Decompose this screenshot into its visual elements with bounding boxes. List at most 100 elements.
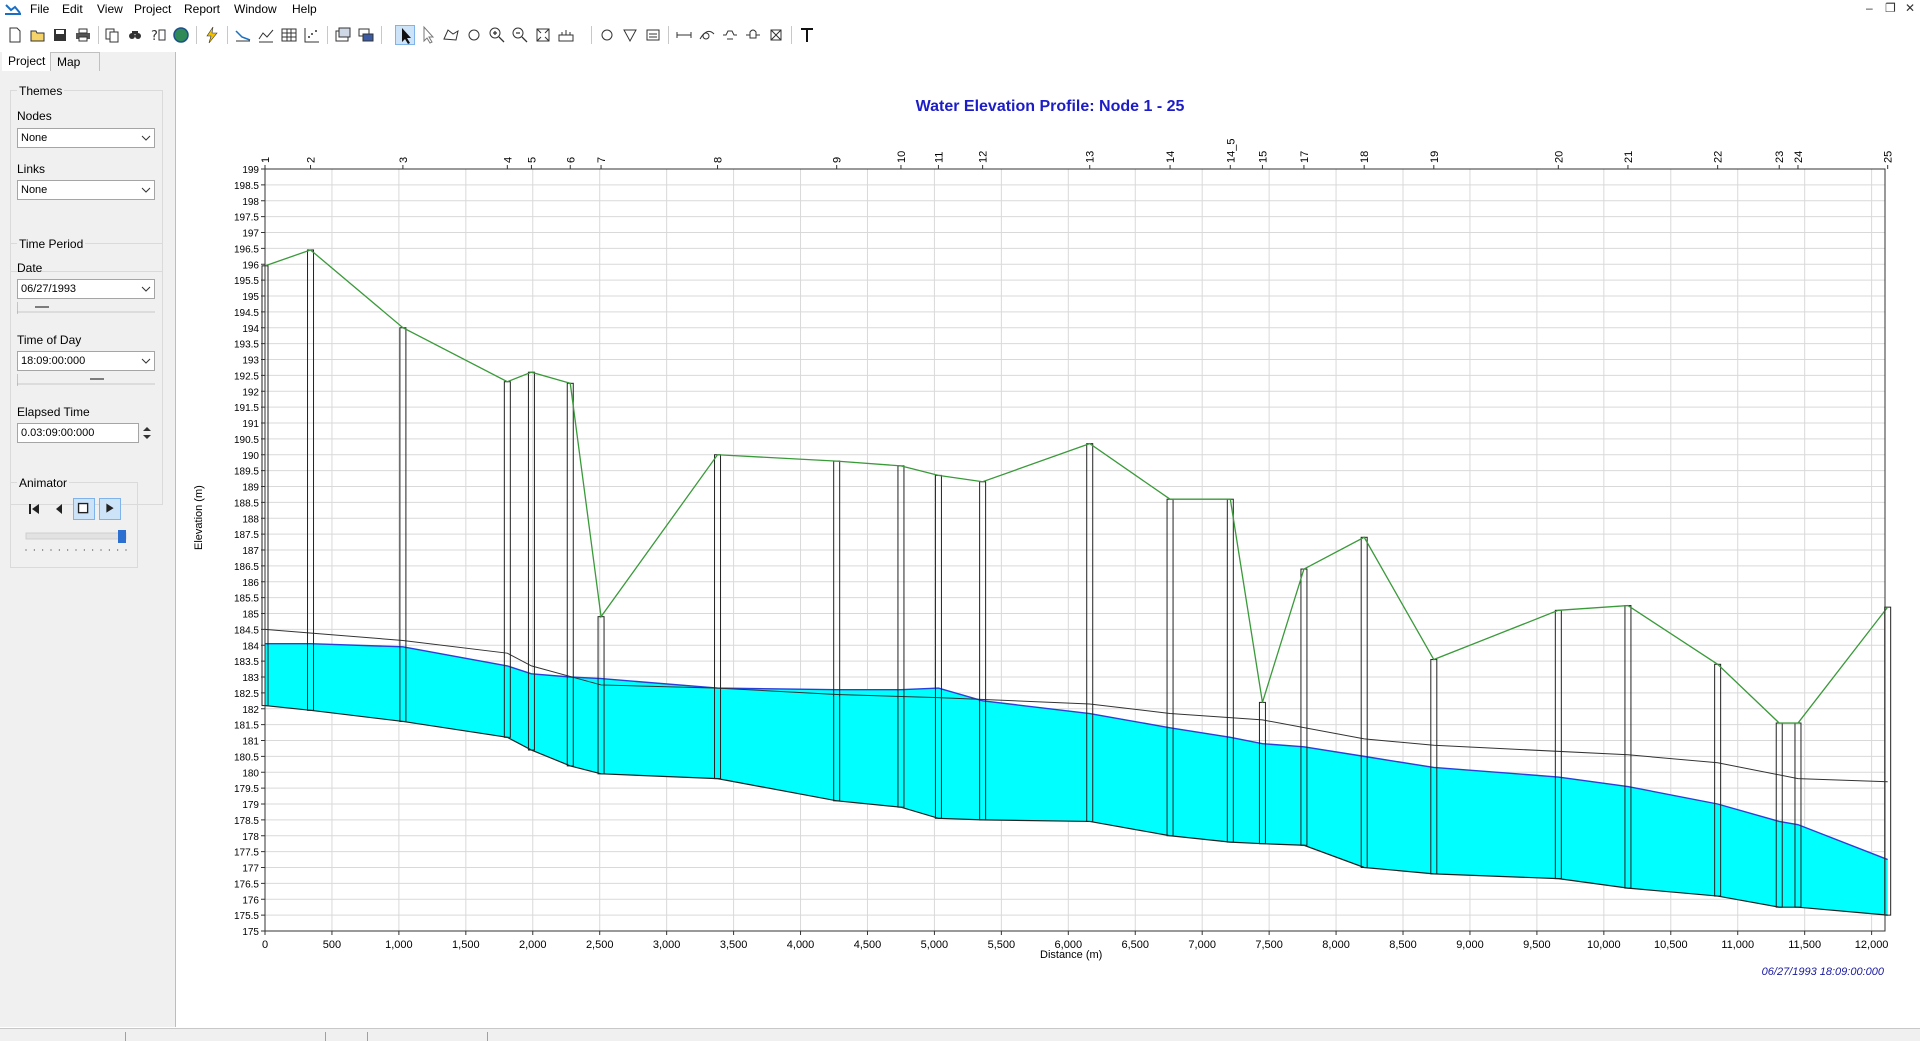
options-icon[interactable]: [333, 25, 353, 45]
node-circle-icon[interactable]: [597, 25, 617, 45]
water-surface-line: [265, 642, 1888, 861]
table-icon[interactable]: [279, 25, 299, 45]
node-label: 24: [1793, 151, 1805, 163]
slider-thumb[interactable]: [118, 530, 126, 543]
menu-help[interactable]: Help: [292, 2, 317, 16]
find-icon[interactable]: [125, 25, 145, 45]
menu-project[interactable]: Project: [134, 2, 172, 16]
y-tick-label: 196.5: [234, 244, 259, 255]
svg-text:?: ?: [151, 29, 158, 44]
nodes-theme-select[interactable]: None: [17, 128, 155, 148]
y-tick-label: 195.5: [234, 276, 259, 287]
time-of-day-select[interactable]: 18:09:00:000: [17, 351, 155, 371]
elapsed-time-field[interactable]: 0.03:09:00:000: [17, 423, 139, 443]
y-tick-label: 197.5: [234, 213, 259, 224]
x-tick-label: 5,000: [921, 939, 949, 951]
x-tick-label: 9,000: [1456, 939, 1484, 951]
save-icon[interactable]: [50, 25, 70, 45]
link-weir-icon[interactable]: [720, 25, 740, 45]
time-of-day-slider[interactable]: [17, 374, 155, 386]
close-icon[interactable]: ✕: [1905, 1, 1916, 15]
minimize-icon[interactable]: –: [1866, 1, 1873, 15]
x-tick-label: 2,000: [519, 939, 547, 951]
stop-button[interactable]: [73, 498, 95, 520]
date-slider[interactable]: [17, 302, 155, 314]
print-icon[interactable]: [73, 25, 93, 45]
time-series-icon[interactable]: [256, 25, 276, 45]
run-icon[interactable]: [202, 25, 222, 45]
pan-icon[interactable]: [464, 25, 484, 45]
play-button[interactable]: [99, 498, 121, 520]
zoom-in-icon[interactable]: [487, 25, 507, 45]
link-line-icon[interactable]: [674, 25, 694, 45]
browser-panel: Project Map Themes Nodes None Links None…: [0, 52, 176, 1027]
node-label: 6: [565, 157, 577, 163]
measure-icon[interactable]: [556, 25, 576, 45]
x-tick-label: 6,500: [1121, 939, 1149, 951]
new-icon[interactable]: [5, 25, 25, 45]
node-label: 3: [398, 157, 410, 163]
node-label: 1: [260, 157, 272, 163]
node-label: 15: [1257, 151, 1269, 163]
x-tick-label: 8,000: [1322, 939, 1350, 951]
x-tick-label: 6,000: [1055, 939, 1083, 951]
link-curve-icon[interactable]: [697, 25, 717, 45]
animation-speed-slider[interactable]: [24, 528, 128, 554]
time-period-label: Time Period: [17, 237, 86, 251]
node-triangle-icon[interactable]: [620, 25, 640, 45]
links-theme-select[interactable]: None: [17, 180, 155, 200]
globe-icon[interactable]: [171, 25, 191, 45]
y-tick-label: 191.5: [234, 403, 259, 414]
back-icon: [56, 504, 62, 514]
date-label: Date: [17, 261, 43, 275]
vertex-icon[interactable]: [418, 25, 438, 45]
select-icon[interactable]: [395, 25, 415, 45]
scatter-icon[interactable]: [302, 25, 322, 45]
node-label: 11: [933, 152, 945, 163]
region-icon[interactable]: [441, 25, 461, 45]
tab-map[interactable]: Map: [50, 52, 100, 71]
node-label: 12: [978, 151, 990, 163]
themes-label: Themes: [17, 84, 65, 98]
y-tick-label: 175: [242, 927, 259, 938]
y-tick-label: 185: [242, 610, 259, 621]
y-tick-label: 193.5: [234, 340, 259, 351]
text-icon[interactable]: [797, 25, 817, 45]
x-tick-label: 8,500: [1389, 939, 1417, 951]
stacked-icon[interactable]: [356, 25, 376, 45]
copy-icon[interactable]: [102, 25, 122, 45]
y-tick-label: 178.5: [234, 816, 259, 827]
menu-report[interactable]: Report: [184, 2, 221, 16]
x-tick-label: 1,500: [452, 939, 480, 951]
menu-view[interactable]: View: [97, 2, 123, 16]
x-tick-label: 11,000: [1721, 939, 1754, 951]
node-storage-icon[interactable]: [643, 25, 663, 45]
date-value: 06/27/1993: [21, 283, 77, 295]
nodes-label: Nodes: [17, 109, 52, 123]
query-icon[interactable]: ?: [148, 25, 168, 45]
step-back-button[interactable]: [48, 498, 70, 520]
full-extent-icon[interactable]: [533, 25, 553, 45]
y-tick-label: 186.5: [234, 562, 259, 573]
elapsed-time-value: 0.03:09:00:000: [21, 427, 95, 439]
link-orifice-icon[interactable]: [743, 25, 763, 45]
profile-icon[interactable]: [233, 25, 253, 45]
zoom-out-icon[interactable]: [510, 25, 530, 45]
x-tick-label: 12,000: [1855, 939, 1889, 951]
elapsed-spinner-icon[interactable]: [141, 423, 153, 443]
y-tick-label: 198.5: [234, 181, 259, 192]
tab-project[interactable]: Project: [2, 52, 52, 71]
node-label: 2: [306, 157, 318, 163]
menu-file[interactable]: File: [30, 2, 50, 16]
y-tick-label: 178: [242, 832, 259, 843]
menu-edit[interactable]: Edit: [62, 2, 83, 16]
link-outlet-icon[interactable]: [766, 25, 786, 45]
y-tick-label: 192: [242, 387, 259, 398]
x-tick-label: 4,000: [787, 939, 815, 951]
open-icon[interactable]: [28, 25, 48, 45]
date-select[interactable]: 06/27/1993: [17, 279, 155, 299]
restore-icon[interactable]: ❐: [1885, 1, 1896, 15]
menu-window[interactable]: Window: [234, 2, 277, 16]
rewind-button[interactable]: [23, 498, 45, 520]
